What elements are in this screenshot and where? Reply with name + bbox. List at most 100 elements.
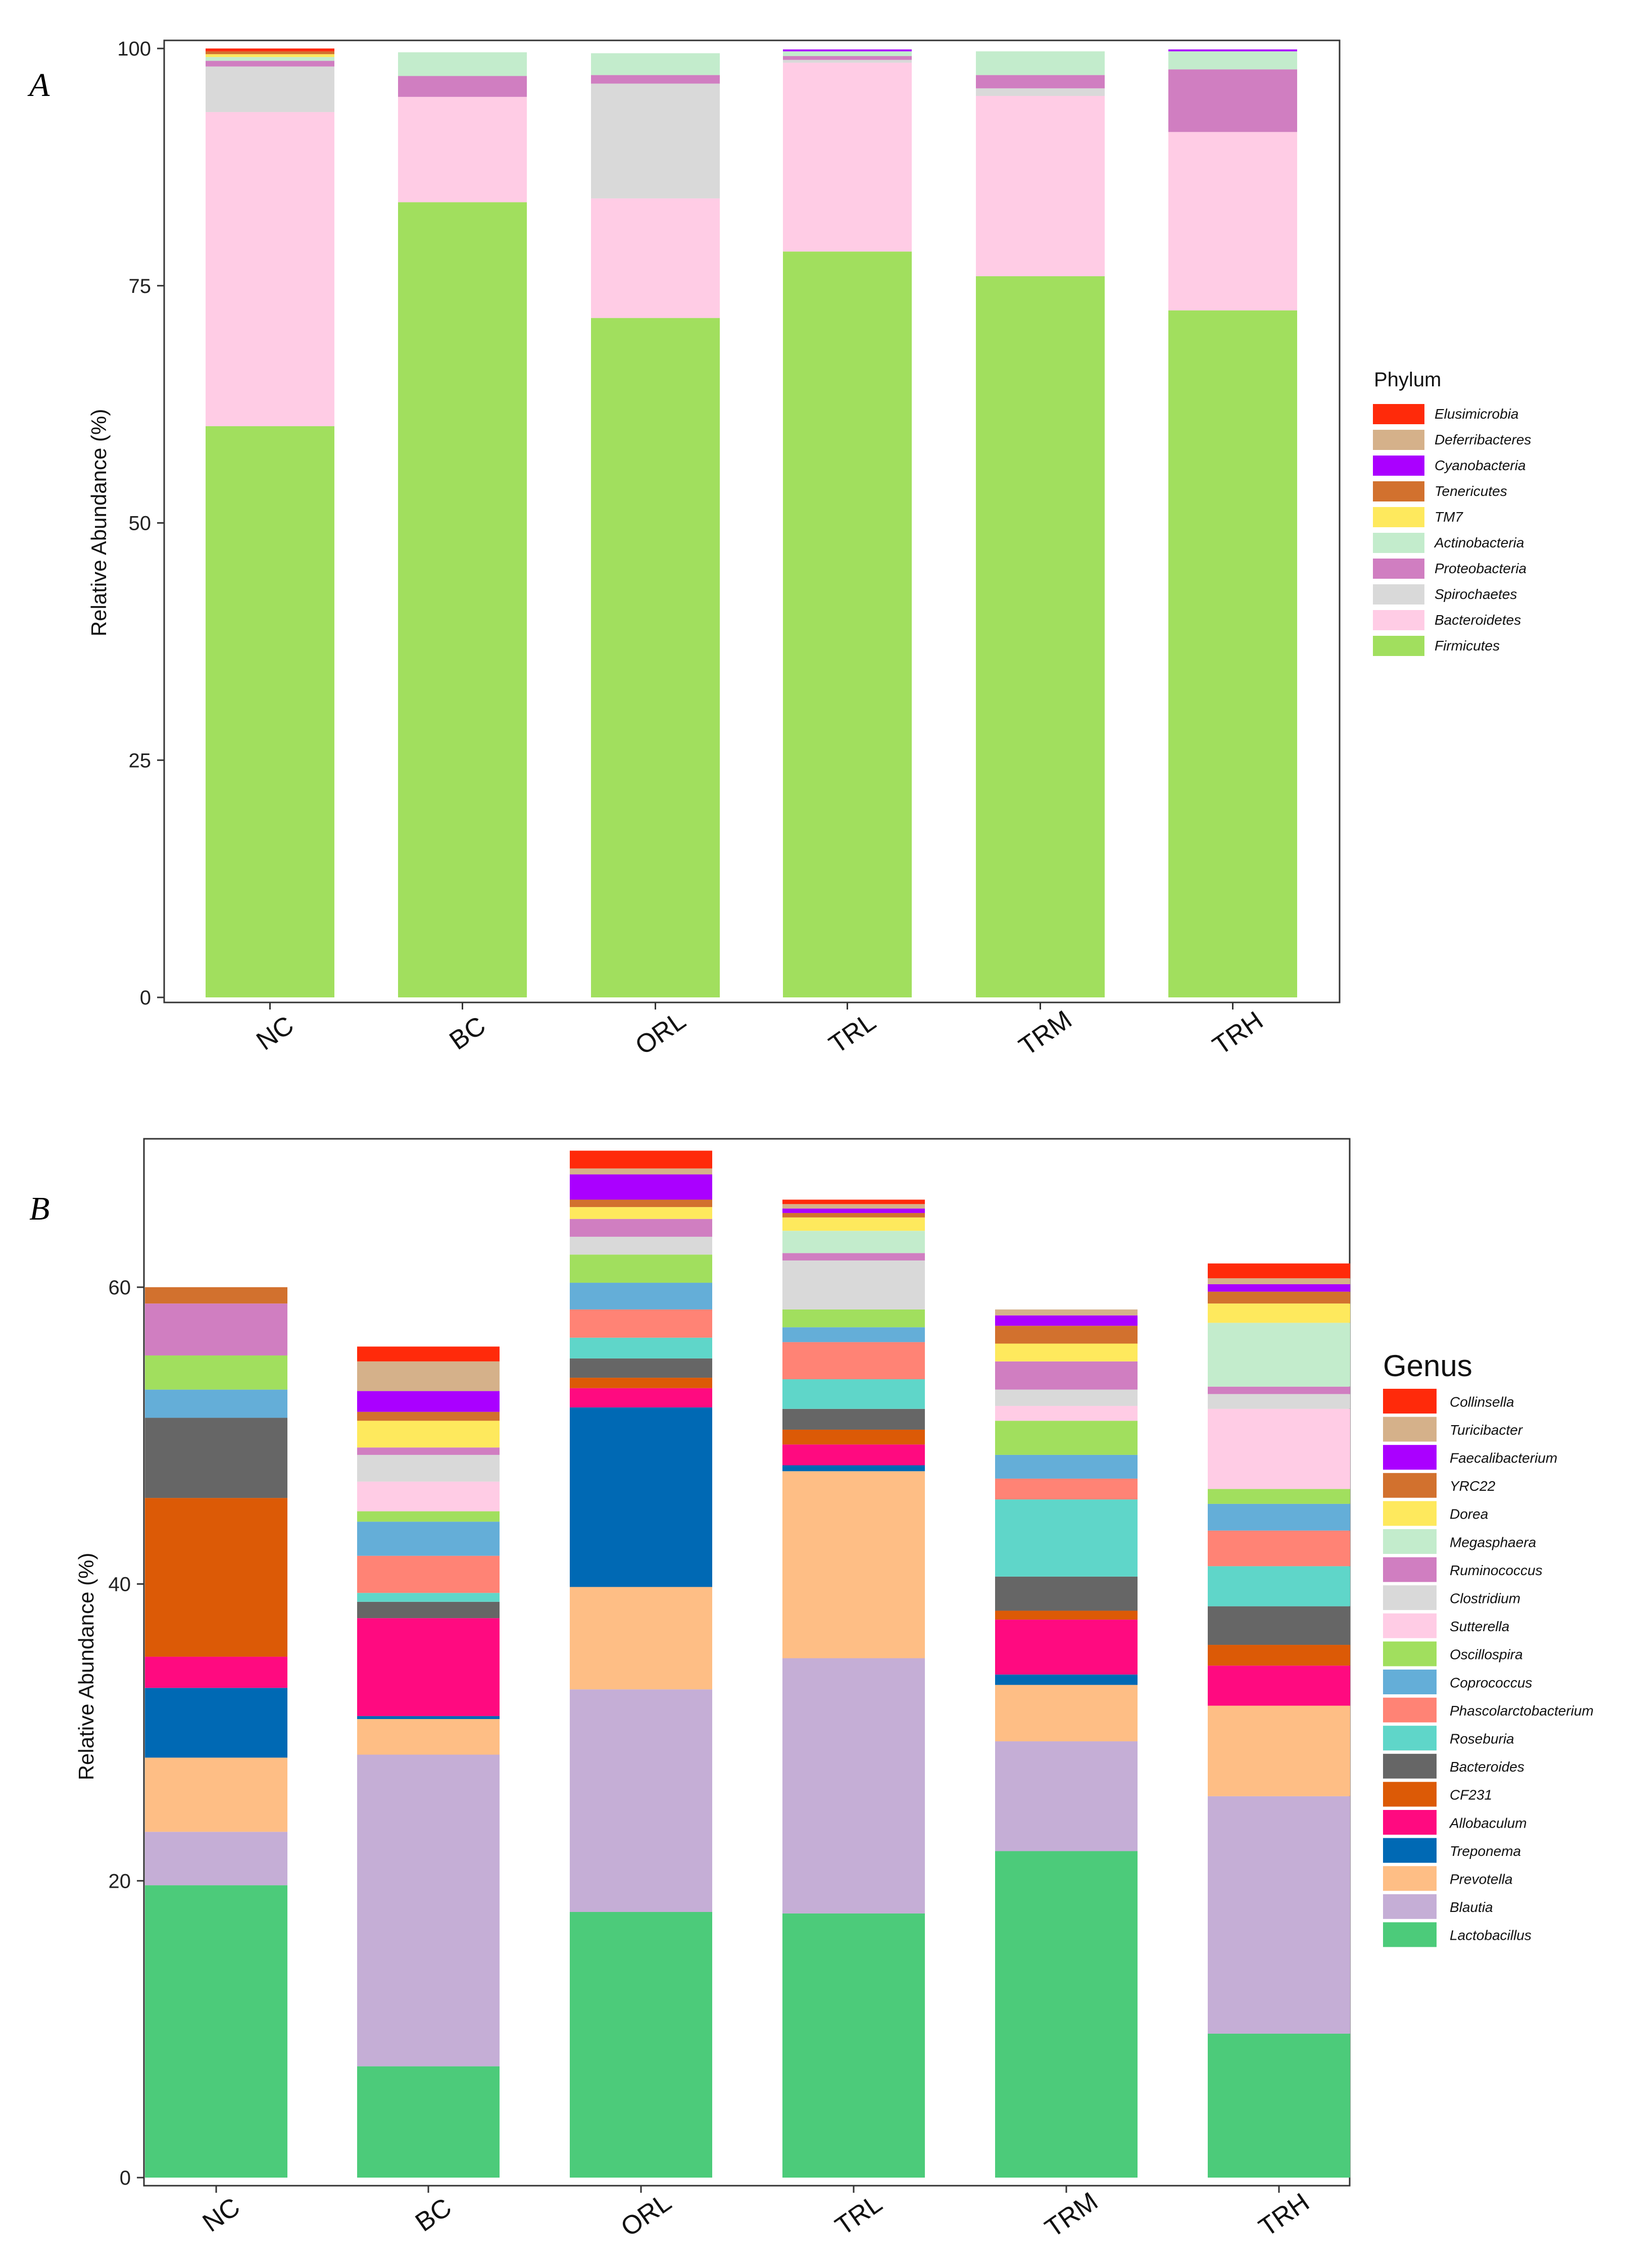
bar-segment bbox=[995, 1361, 1138, 1390]
bar-segment bbox=[782, 1327, 925, 1342]
legend-label: Prevotella bbox=[1450, 1871, 1513, 1887]
bar-segment bbox=[145, 1688, 287, 1758]
bar-segment bbox=[1208, 1263, 1350, 1279]
bar-segment bbox=[1208, 1530, 1350, 1567]
bar-segment bbox=[1168, 69, 1297, 132]
legend-swatch bbox=[1383, 1417, 1437, 1442]
legend-swatch bbox=[1383, 1613, 1437, 1638]
legend-label: Phascolarctobacterium bbox=[1450, 1703, 1594, 1719]
bar-segment bbox=[206, 61, 334, 67]
panel-letter: B bbox=[29, 1190, 50, 1227]
legend-label: Blautia bbox=[1450, 1899, 1493, 1915]
bar-segment bbox=[976, 88, 1105, 96]
legend-label: Actinobacteria bbox=[1434, 535, 1524, 550]
bar-segment bbox=[1208, 1323, 1350, 1387]
y-axis-title: Relative Abundance (%) bbox=[87, 409, 111, 637]
legend-title: Phylum bbox=[1374, 369, 1441, 391]
bar-segment bbox=[976, 276, 1105, 998]
bar-segment bbox=[782, 1379, 925, 1409]
bar-segment bbox=[570, 1219, 712, 1237]
bar-segment bbox=[591, 53, 720, 75]
bar-segment bbox=[570, 1358, 712, 1378]
bar-segment bbox=[995, 1478, 1138, 1500]
legend-label: Elusimicrobia bbox=[1435, 406, 1519, 422]
bar-segment bbox=[995, 1741, 1138, 1851]
bar-segment bbox=[591, 75, 720, 84]
bar-segment bbox=[145, 1355, 287, 1390]
bar-segment bbox=[357, 1412, 500, 1421]
legend-label: Oscillospira bbox=[1450, 1647, 1523, 1662]
bar-segment bbox=[782, 1204, 925, 1209]
bar-segment bbox=[1208, 2033, 1350, 2178]
bar-segment bbox=[357, 1481, 500, 1511]
bar-segment bbox=[995, 1405, 1138, 1421]
legend-label: Turicibacter bbox=[1450, 1422, 1523, 1438]
legend-swatch bbox=[1383, 1641, 1437, 1667]
bar-segment bbox=[995, 1326, 1138, 1344]
bar-segment bbox=[570, 1689, 712, 1912]
legend: Phylum Elusimicrobia Deferribacteres Cyanob… bbox=[1373, 369, 1531, 656]
bar-segment bbox=[145, 1656, 287, 1688]
y-tick-label: 0 bbox=[140, 987, 151, 1009]
legend-label: Cyanobacteria bbox=[1435, 458, 1526, 473]
bar-segment bbox=[357, 1618, 500, 1717]
bar-segment bbox=[976, 95, 1105, 276]
legend-label: Bacteroides bbox=[1450, 1759, 1524, 1775]
bar-segment bbox=[782, 1208, 925, 1213]
bar-segment bbox=[357, 1754, 500, 2067]
bar-segment bbox=[782, 1913, 925, 2178]
bar-segment bbox=[1208, 1645, 1350, 1666]
legend-label: Deferribacteres bbox=[1435, 432, 1531, 447]
bar-segment bbox=[357, 1716, 500, 1719]
legend-swatch bbox=[1373, 559, 1424, 579]
bar-segment bbox=[357, 1522, 500, 1556]
bar-segment bbox=[783, 251, 912, 998]
bar-segment bbox=[782, 1199, 925, 1204]
bar-segment bbox=[995, 1309, 1138, 1316]
bar-segment bbox=[570, 1587, 712, 1690]
legend-swatch bbox=[1383, 1838, 1437, 1863]
legend-swatch bbox=[1373, 481, 1424, 501]
bar-segment bbox=[206, 51, 334, 55]
legend-label: Clostridium bbox=[1450, 1590, 1520, 1606]
bar-segment bbox=[1208, 1566, 1350, 1606]
bar-segment bbox=[1208, 1386, 1350, 1394]
bar-segment bbox=[570, 1283, 712, 1309]
bar-segment bbox=[782, 1213, 925, 1218]
bar-segment bbox=[1208, 1278, 1350, 1284]
bar-segment bbox=[1168, 49, 1297, 52]
legend-swatch bbox=[1383, 1445, 1437, 1470]
bar-segment bbox=[1208, 1796, 1350, 2034]
bar-segment bbox=[1208, 1284, 1350, 1292]
legend-swatch bbox=[1383, 1389, 1437, 1414]
bar-segment bbox=[1168, 310, 1297, 997]
legend-swatch bbox=[1383, 1726, 1437, 1751]
bar-segment bbox=[357, 1593, 500, 1602]
bar-segment bbox=[570, 1236, 712, 1255]
bar-segment bbox=[398, 96, 527, 203]
legend-swatch bbox=[1383, 1585, 1437, 1610]
bar-segment bbox=[570, 1174, 712, 1200]
panel-letter: A bbox=[27, 67, 50, 104]
bar-segment bbox=[782, 1408, 925, 1430]
bar-segment bbox=[570, 1378, 712, 1388]
bar-segment bbox=[995, 1315, 1138, 1326]
bar-segment bbox=[357, 1511, 500, 1522]
legend-swatch bbox=[1383, 1866, 1437, 1891]
legend-swatch bbox=[1383, 1922, 1437, 1947]
legend-swatch bbox=[1373, 456, 1424, 476]
bar-segment bbox=[995, 1674, 1138, 1685]
bar-segment bbox=[782, 1260, 925, 1309]
bar-segment bbox=[1208, 1291, 1350, 1304]
bar-segment bbox=[145, 1498, 287, 1657]
bar-segment bbox=[570, 1337, 712, 1358]
bar-segment bbox=[1208, 1408, 1350, 1489]
y-tick-label: 25 bbox=[129, 749, 152, 772]
bar-segment bbox=[570, 1407, 712, 1587]
bar-segment bbox=[1168, 51, 1297, 70]
legend-swatch bbox=[1373, 430, 1424, 450]
bar-segment bbox=[1208, 1606, 1350, 1645]
